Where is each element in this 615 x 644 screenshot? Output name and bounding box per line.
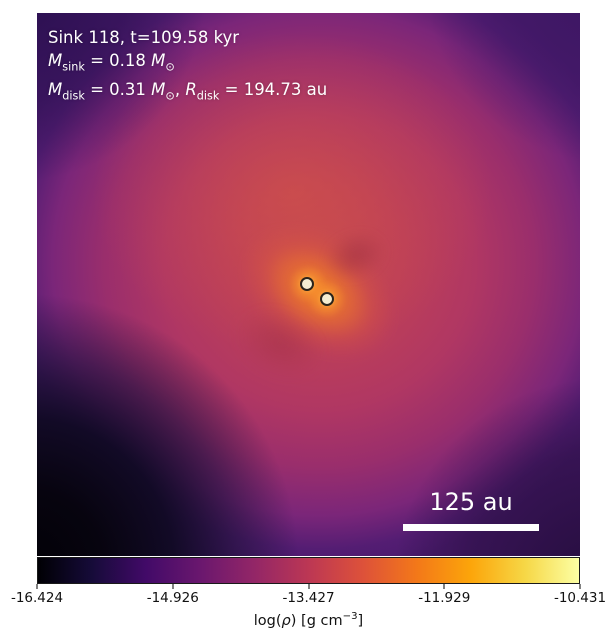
msun2-subscript: ⊙	[165, 89, 175, 103]
rdisk-subscript: disk	[196, 89, 220, 103]
xlabel-pre: log(	[253, 612, 282, 629]
xlabel-post: ]	[357, 612, 364, 629]
rdisk-value: = 194.73 au	[219, 80, 328, 100]
colorbar-tick-label: -11.929	[418, 590, 471, 606]
rdisk-symbol: R	[185, 80, 197, 100]
msink-value: = 0.18	[84, 51, 152, 70]
colorbar-tick-label: -14.926	[146, 590, 199, 606]
annotation-title-text: Sink 118, t=109.58 kyr	[48, 28, 240, 47]
colorbar-axis-label: log(ρ) [g cm−3]	[254, 611, 363, 629]
annotation-title: Sink 118, t=109.58 kyr	[48, 26, 327, 49]
xlabel-exponent: −3	[342, 611, 358, 622]
colorbar-tick-mark	[308, 584, 309, 589]
msun-subscript: ⊙	[165, 60, 175, 74]
mdisk-value: = 0.31	[84, 80, 152, 100]
xlabel-mid: ) [g cm	[290, 612, 343, 629]
colorbar-tick-mark	[443, 584, 445, 589]
annotation-sink-mass: Msink = 0.18 M⊙	[48, 49, 327, 78]
annotation-disk-params: Mdisk = 0.31 M⊙, Rdisk = 194.73 au	[48, 78, 327, 107]
colorbar-tick-label: -13.427	[282, 590, 335, 606]
msun2-symbol: M	[151, 80, 166, 100]
separator: ,	[174, 80, 186, 100]
msun-symbol: M	[151, 51, 166, 70]
scalebar-label: 125 au	[429, 488, 513, 516]
colorbar-tick-label: -10.431	[553, 590, 607, 606]
mdisk-symbol: M	[48, 80, 63, 100]
colorbar-tick-mark	[36, 584, 38, 589]
density-map: Sink 118, t=109.58 kyr Msink = 0.18 M⊙ M…	[37, 13, 580, 556]
rho-symbol: ρ	[281, 612, 291, 629]
colorbar-tick-mark	[579, 584, 581, 589]
colorbar-gradient	[37, 557, 580, 584]
colorbar-tick-label: -16.424	[10, 590, 64, 606]
mdisk-subscript: disk	[62, 89, 85, 103]
colorbar-tick-mark	[172, 584, 174, 589]
sink-particle-2	[320, 292, 334, 306]
msink-symbol: M	[48, 51, 63, 70]
annotation-block: Sink 118, t=109.58 kyr Msink = 0.18 M⊙ M…	[48, 26, 327, 108]
scalebar	[403, 524, 539, 531]
msink-subscript: sink	[62, 60, 85, 74]
sink-particle-1	[300, 277, 314, 291]
